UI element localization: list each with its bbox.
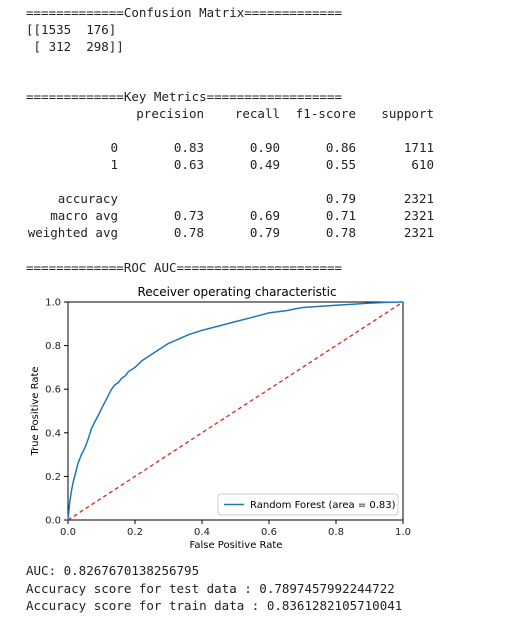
y-tick-label: 0.4 [45, 428, 61, 439]
roc-curve-line [67, 301, 404, 521]
roc-chart: Receiver operating characteristic 0.0 0.2… [30, 285, 411, 551]
report-cell-f1: 0.71 [325, 208, 356, 223]
report-cell-f1: 0.79 [325, 191, 356, 206]
report-cell-precision: 0.63 [173, 157, 204, 172]
report-cell-precision: 0.83 [173, 140, 204, 155]
x-axis-label: False Positive Rate [190, 540, 283, 551]
report-cell-f1: 0.55 [325, 157, 356, 172]
report-cell-recall: 0.79 [249, 225, 280, 240]
x-tick-label: 0.0 [60, 527, 76, 538]
y-tick-label: 1.0 [45, 298, 61, 309]
confusion-matrix-row-2: [ 312 298]] [26, 39, 124, 54]
x-tick-label: 0.6 [261, 527, 277, 538]
report-row-label: 1 [110, 157, 118, 172]
column-header-precision: precision [136, 106, 204, 121]
report-cell-support: 2321 [403, 225, 434, 240]
column-header-recall: recall [234, 106, 280, 121]
y-tick-label: 0.0 [45, 516, 61, 527]
x-tick-label: 1.0 [395, 527, 411, 538]
report-cell-recall: 0.69 [249, 208, 280, 223]
roc-auc-header: =============ROC AUC====================… [26, 260, 343, 275]
report-cell-recall: 0.90 [249, 140, 280, 155]
report-cell-precision: 0.78 [173, 225, 204, 240]
chance-diagonal-line [67, 301, 404, 521]
test-accuracy-output: Accuracy score for test data : 0.7897457… [26, 581, 395, 596]
report-cell-f1: 0.78 [325, 225, 356, 240]
plot-lines [67, 301, 404, 521]
report-cell-recall: 0.49 [249, 157, 280, 172]
report-cell-support: 2321 [403, 208, 434, 223]
legend-box [217, 493, 399, 516]
report-cell-support: 1711 [403, 140, 434, 155]
report-row-label: 0 [110, 140, 118, 155]
confusion-matrix-row-1: [[1535 176] [26, 22, 117, 37]
column-header-f1-score: f1-score [295, 106, 356, 121]
x-tick-label: 0.8 [328, 527, 344, 538]
legend: Random Forest (area = 0.83) [217, 493, 399, 516]
axis-ticks: 0.0 0.2 0.4 0.6 0.8 1.0 0.0 0.2 0.4 0.6 0.8 1.0 [45, 298, 411, 539]
x-tick-label: 0.2 [127, 527, 143, 538]
train-accuracy-output: Accuracy score for train data : 0.836128… [26, 598, 403, 613]
chart-title: Receiver operating characteristic [137, 285, 336, 299]
legend-label: Random Forest (area = 0.83) [250, 500, 396, 511]
y-axis-label: True Positive Rate [30, 366, 41, 456]
report-row-label: macro avg [50, 208, 118, 223]
confusion-matrix-header: =============Confusion Matrix===========… [26, 5, 343, 20]
report-row-label: weighted avg [27, 225, 118, 240]
report-cell-support: 2321 [403, 191, 434, 206]
y-tick-label: 0.8 [45, 341, 61, 352]
report-cell-support: 610 [411, 157, 434, 172]
y-tick-label: 0.2 [45, 472, 61, 483]
y-tick-label: 0.6 [45, 385, 61, 396]
report-row-label: accuracy [57, 191, 118, 206]
key-metrics-header: =============Key Metrics================… [26, 89, 343, 104]
x-tick-label: 0.4 [194, 527, 210, 538]
column-header-support: support [381, 106, 434, 121]
report-cell-f1: 0.86 [325, 140, 356, 155]
report-cell-precision: 0.73 [173, 208, 204, 223]
auc-output: AUC: 0.8267670138256795 [26, 563, 200, 578]
